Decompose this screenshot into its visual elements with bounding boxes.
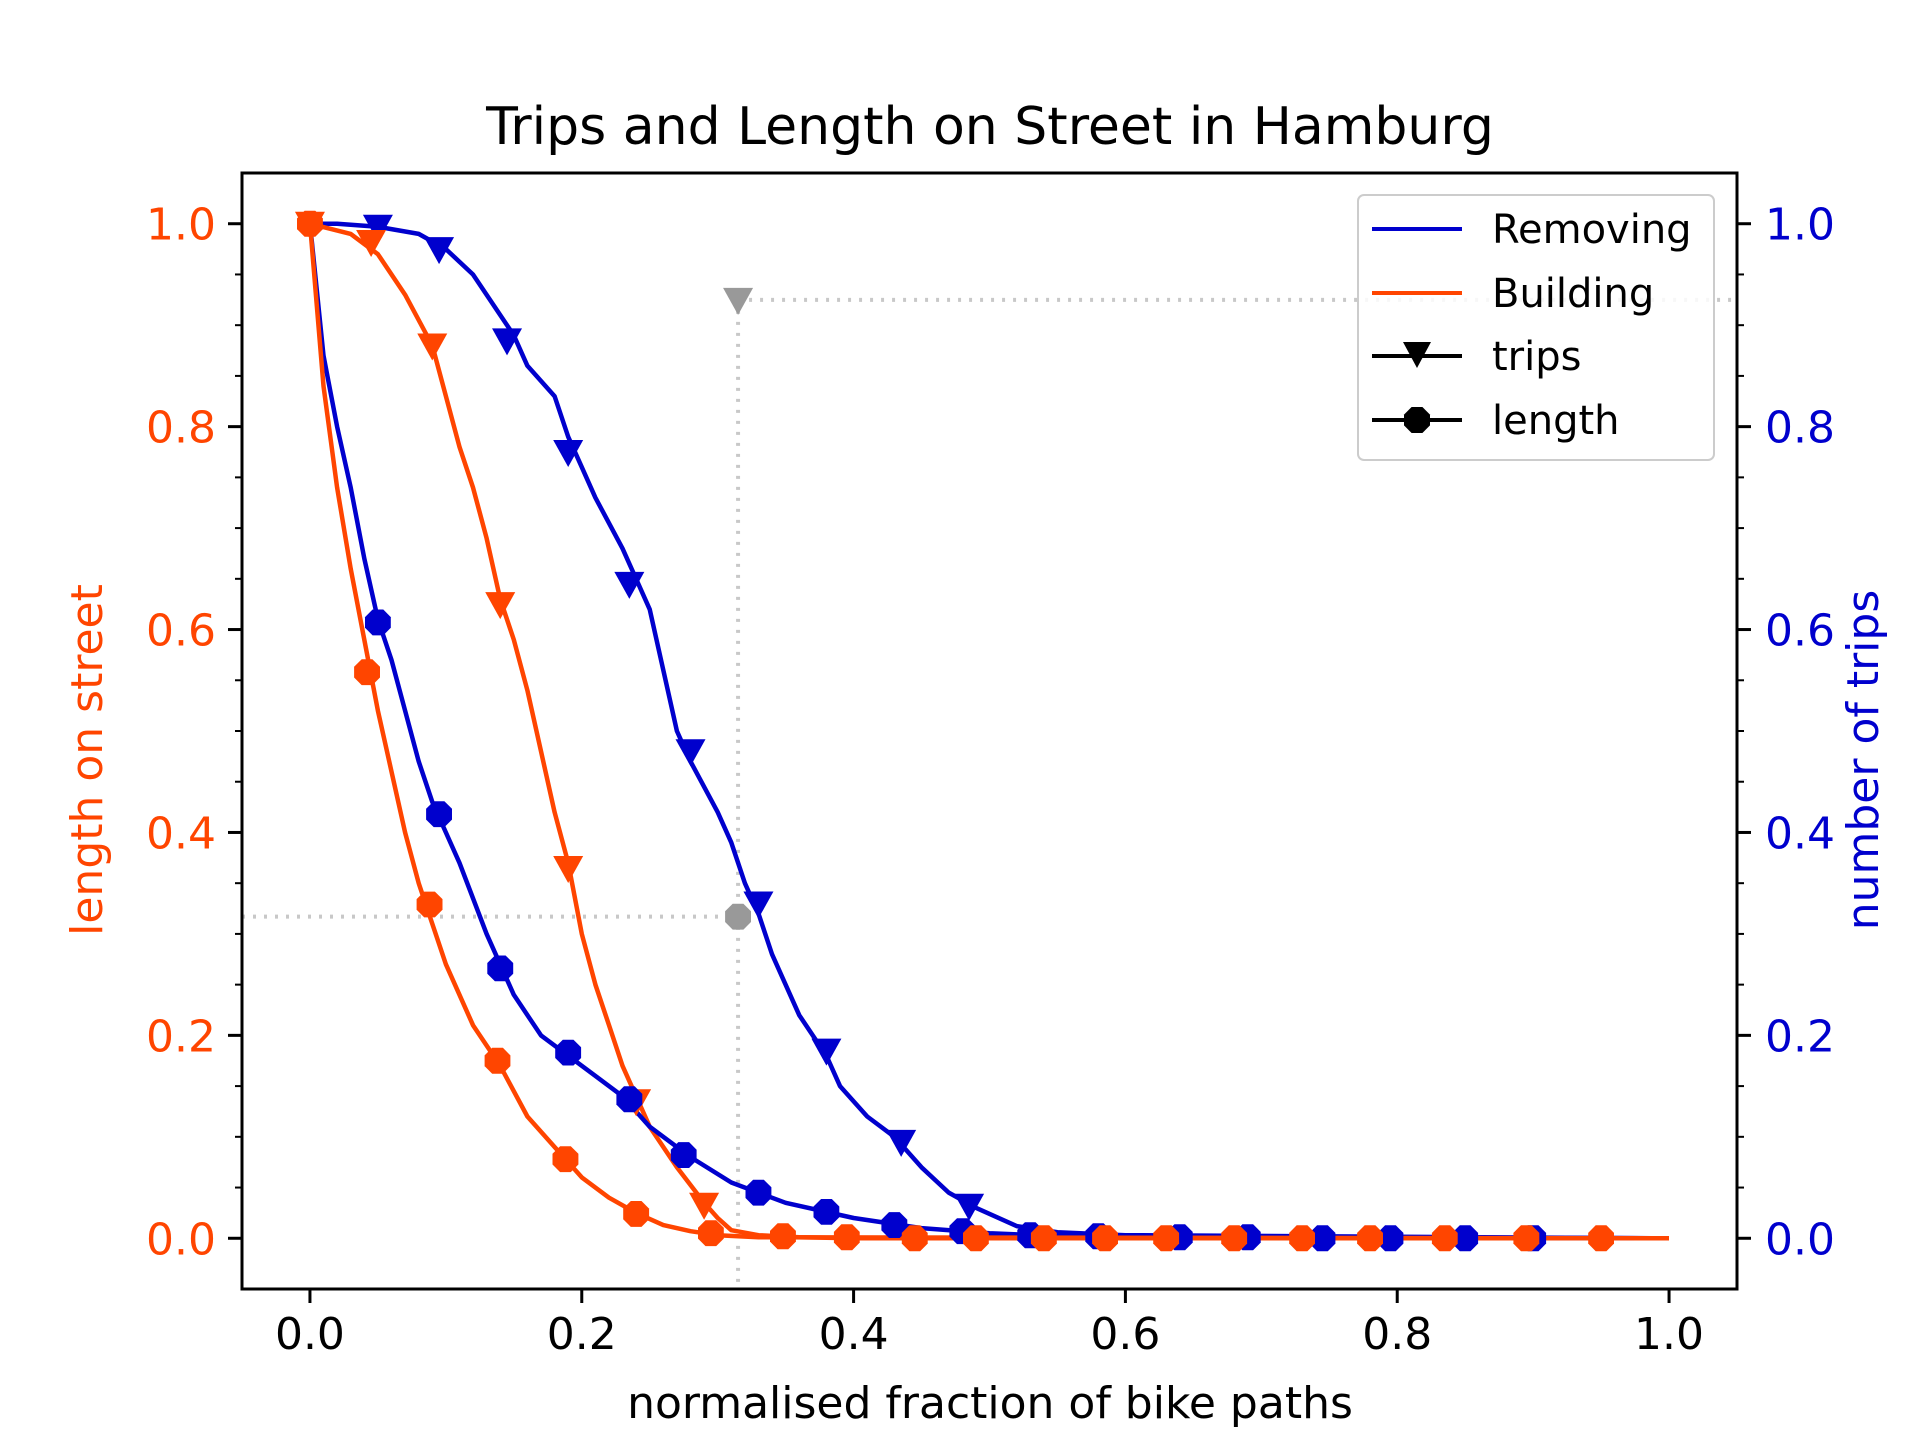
legend-item-trips: trips: [1372, 334, 1581, 380]
series-line-building-length: [307, 223, 1670, 1241]
x-axis-label: normalised fraction of bike paths: [627, 1378, 1353, 1429]
data-point-building-length: [698, 1220, 724, 1247]
legend-marker-trips: [1403, 342, 1431, 368]
data-point-building-length: [963, 1225, 989, 1252]
data-point-removing-trips: [811, 1038, 842, 1066]
data-point-removing-trips: [743, 891, 774, 919]
data-point-removing-length: [881, 1212, 908, 1238]
data-point-removing-trips: [362, 214, 393, 242]
data-point-removing-trips: [675, 739, 706, 767]
data-point-removing-length: [555, 1039, 582, 1066]
legend-label-trips: trips: [1492, 334, 1581, 380]
x-tick-label: 0.2: [547, 1309, 617, 1360]
legend-item-building: Building: [1372, 271, 1654, 317]
data-point-building-length: [416, 891, 443, 918]
plot-area: [242, 210, 1737, 1289]
data-point-removing-trips: [954, 1193, 985, 1221]
y-tick-label-left: 0.8: [146, 403, 216, 454]
reference-marker-trips: [723, 287, 754, 315]
data-point-building-length: [1357, 1225, 1383, 1252]
data-point-removing-trips: [886, 1129, 917, 1157]
y-tick-label-left: 0.4: [146, 808, 216, 859]
data-point-building-length: [901, 1225, 928, 1252]
data-point-removing-length: [1377, 1225, 1404, 1252]
data-point-building-trips: [553, 855, 584, 883]
x-tick-label: 1.0: [1634, 1309, 1704, 1360]
data-point-building-length: [1431, 1225, 1458, 1252]
data-point-removing-trips: [492, 328, 523, 356]
y-tick-label-left: 0.2: [146, 1011, 216, 1062]
data-point-building-length: [1289, 1225, 1315, 1252]
y-tick-label-right: 0.8: [1765, 403, 1835, 454]
data-point-removing-trips: [614, 571, 645, 599]
data-point-removing-length: [1452, 1225, 1479, 1252]
y-tick-label-right: 0.6: [1765, 606, 1835, 657]
y-tick-label-right: 0.2: [1765, 1011, 1835, 1062]
y-axis-label-left: length on street: [62, 584, 113, 936]
y-tick-label-left: 0.0: [146, 1214, 216, 1265]
x-tick-label: 0.4: [819, 1309, 889, 1360]
reference-marker-length: [725, 903, 751, 930]
data-point-removing-length: [670, 1142, 697, 1168]
data-point-building-length: [833, 1224, 860, 1251]
legend: Removing Building trips length: [1357, 194, 1715, 461]
y-tick-label-right: 1.0: [1765, 200, 1835, 251]
data-point-removing-length: [365, 609, 391, 636]
data-point-removing-trips: [424, 237, 455, 265]
data-point-building-length: [552, 1146, 579, 1173]
data-point-building-length: [1153, 1225, 1180, 1252]
data-point-removing-length: [745, 1179, 772, 1206]
x-tick-label: 0.6: [1090, 1309, 1160, 1360]
data-point-building-length: [1092, 1225, 1118, 1252]
data-point-removing-length: [1309, 1225, 1336, 1252]
legend-label-building: Building: [1492, 271, 1654, 317]
data-point-removing-length: [426, 801, 452, 828]
data-point-building-length: [770, 1223, 796, 1250]
data-point-building-length: [1030, 1225, 1057, 1252]
x-tick-label: 0.8: [1362, 1309, 1432, 1360]
data-point-building-length: [1513, 1225, 1540, 1252]
data-point-removing-length: [616, 1086, 643, 1113]
chart-title: Trips and Length on Street in Hamburg: [485, 97, 1494, 157]
legend-label-length: length: [1492, 398, 1620, 444]
y-tick-label-left: 1.0: [146, 200, 216, 251]
data-point-building-length: [354, 659, 380, 686]
data-point-building-length: [623, 1201, 650, 1227]
data-point-building-trips: [356, 229, 387, 257]
data-point-building-length: [484, 1047, 511, 1074]
x-tick-label: 0.0: [275, 1309, 345, 1360]
y-tick-label-right: 0.4: [1765, 808, 1835, 859]
data-point-building-trips: [417, 333, 448, 361]
axis-ticks: 0.0 0.2 0.4 0.6 0.8 1.0 0.0 0.0 0.2 0.2 0.4 0.4 0.6 0…: [146, 171, 1835, 1360]
data-point-removing-length: [813, 1199, 840, 1225]
data-point-building-length: [1221, 1225, 1248, 1252]
data-point-building-length: [297, 210, 323, 237]
y-tick-label-right: 0.0: [1765, 1214, 1835, 1265]
data-point-removing-trips: [553, 440, 584, 467]
data-point-building-length: [1588, 1225, 1614, 1252]
data-point-building-trips: [689, 1192, 720, 1220]
data-point-building-trips: [485, 592, 516, 620]
legend-frame: [1357, 194, 1715, 461]
y-axis-label-right: number of trips: [1838, 590, 1889, 931]
legend-item-removing: Removing: [1372, 207, 1692, 253]
legend-marker-length: [1404, 407, 1430, 433]
data-point-removing-length: [487, 955, 514, 982]
legend-item-length: length: [1372, 398, 1620, 444]
legend-label-removing: Removing: [1492, 207, 1692, 253]
y-tick-label-left: 0.6: [146, 606, 216, 657]
